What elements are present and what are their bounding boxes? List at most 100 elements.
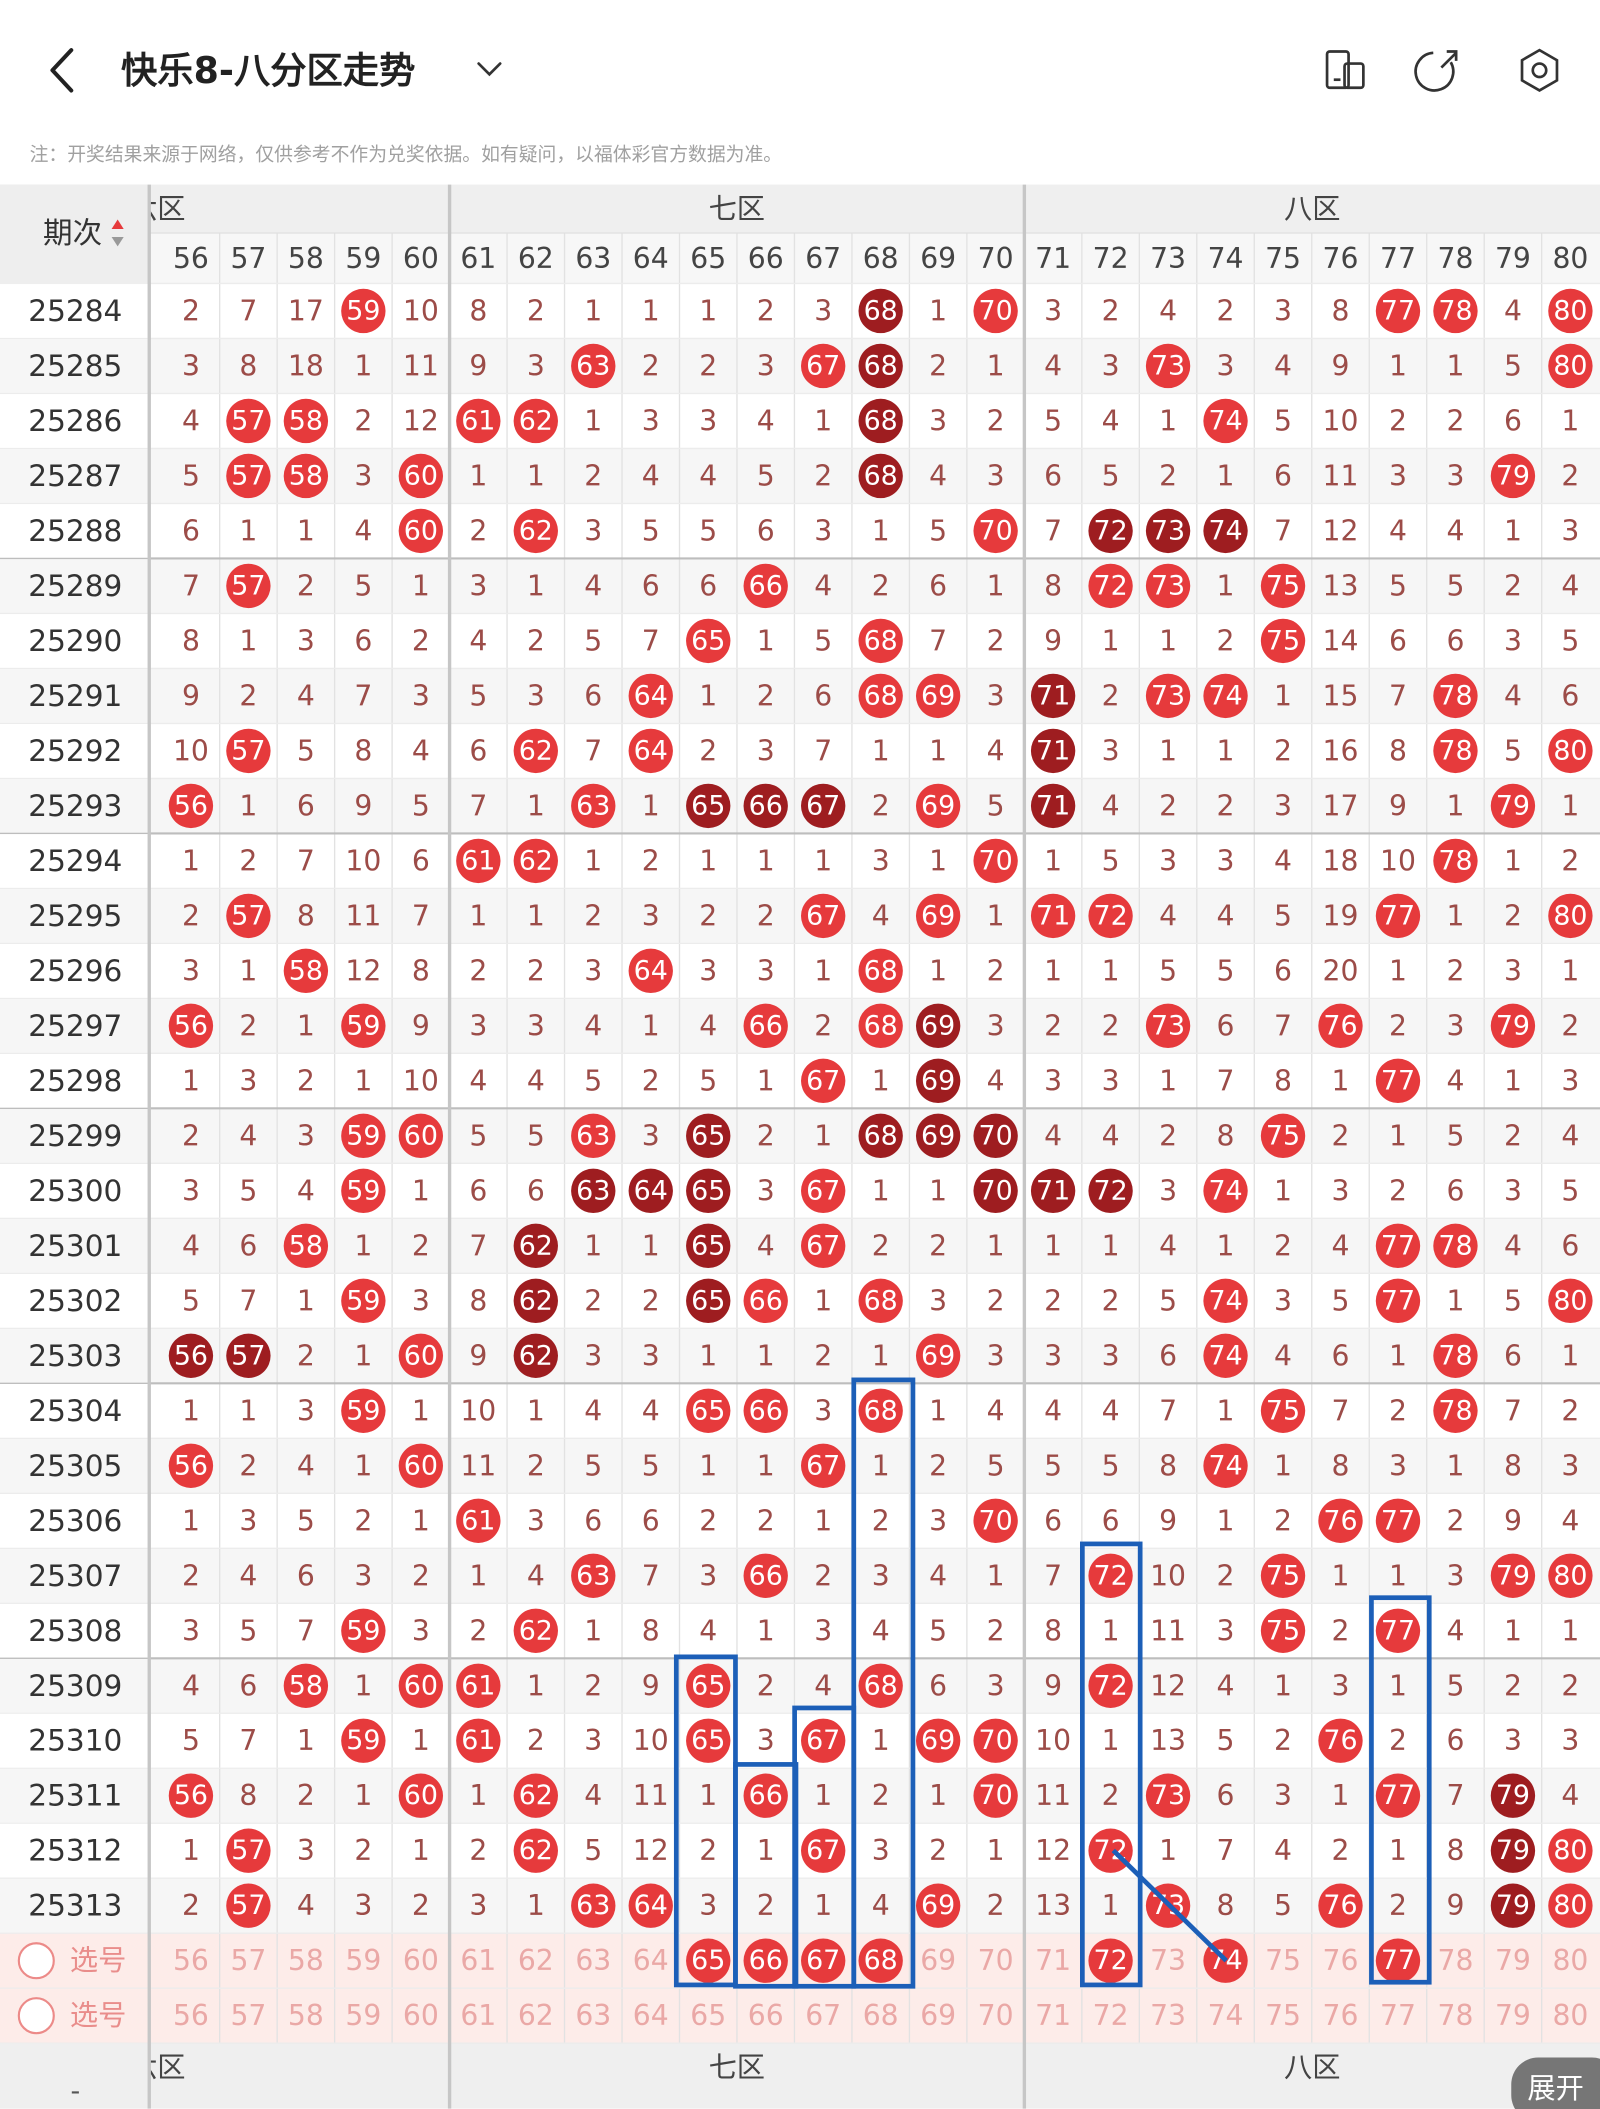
omission-value: 2 [354,1504,372,1537]
ball [801,1828,846,1873]
ball [801,1443,846,1488]
omission-value: 2 [757,294,775,327]
share-icon[interactable] [1414,50,1458,92]
omission-value: 1 [297,1009,315,1042]
ball [858,673,903,719]
omission-value: 6 [929,569,947,602]
title-dropdown[interactable] [477,62,502,77]
ball [1088,893,1133,939]
omission-value: 4 [1389,514,1407,547]
ball-number: 68 [864,1285,898,1316]
omission-value: 2 [182,1889,200,1922]
omission-value: 7 [1217,1834,1235,1867]
omission-value: 2 [642,1284,660,1317]
omission-value: 4 [412,734,430,767]
ball [513,508,558,554]
column-number: 77 [1380,242,1416,275]
omission-value: 10 [403,1064,439,1097]
omission-value: 4 [354,514,372,547]
omission-value: 11 [633,1779,669,1812]
omission-value: 5 [1446,1669,1464,1702]
layout-icon[interactable] [1325,50,1365,90]
omission-value: 1 [182,1834,200,1867]
omission-value: 1 [987,1229,1005,1262]
ball-number: 72 [1093,515,1127,546]
omission-value: 9 [412,1009,430,1042]
issue-cell-bg [0,614,150,668]
ball [1490,1883,1536,1928]
omission-value: 2 [814,1339,832,1372]
ball [801,893,846,939]
omission-value: 2 [182,1559,200,1592]
omission-value: 3 [757,349,775,382]
ball [1433,673,1478,719]
expand-button[interactable]: 展开 [1511,2057,1600,2109]
omission-value: 3 [527,1009,545,1042]
omission-value: 3 [872,844,890,877]
omission-value: 3 [987,1009,1005,1042]
issue-cell-bg [0,779,150,833]
omission-value: 5 [699,1064,717,1097]
omission-value: 1 [1446,1449,1464,1482]
select-toggle[interactable]: 选号 [17,1942,127,1980]
ball [1490,1828,1536,1873]
omission-value: 7 [239,1284,257,1317]
ball [226,1333,271,1378]
zone-label: 七区 [709,192,765,225]
settings-icon[interactable] [1520,48,1559,93]
omission-value: 4 [297,1449,315,1482]
omission-value: 12 [633,1834,669,1867]
omission-value: 2 [872,789,890,822]
ball [1548,1883,1593,1928]
ball [915,1333,961,1378]
omission-value: 7 [1504,1394,1522,1427]
ball [973,838,1018,884]
omission-value: 8 [469,294,487,327]
ball [1548,1278,1593,1324]
omission-value: 2 [1561,459,1579,492]
row-bg [0,1383,1600,1439]
omission-value: 3 [239,1504,257,1537]
ball [226,728,271,774]
omission-value: 1 [527,899,545,932]
omission-value: 2 [1274,734,1292,767]
omission-value: 3 [642,899,660,932]
omission-value: 2 [584,1669,602,1702]
omission-value: 6 [757,514,775,547]
select-number: 63 [575,1999,611,2032]
ball [1145,1003,1191,1049]
omission-value: 6 [297,789,315,822]
omission-value: 4 [1561,569,1579,602]
omission-value: 1 [1389,1834,1407,1867]
omission-value: 3 [757,1724,775,1757]
issue-cell-bg [0,999,150,1053]
omission-value: 3 [182,954,200,987]
omission-value: 12 [1035,1834,1071,1867]
ball [456,838,501,884]
ball-number: 80 [1553,900,1587,931]
ball [283,1663,329,1708]
issue-cell-bg [0,504,150,558]
omission-value: 6 [1102,1504,1120,1537]
ball-number: 63 [576,1120,610,1151]
ball-number: 69 [921,1340,955,1371]
omission-value: 10 [403,294,439,327]
ball-number: 78 [1438,680,1472,711]
select-number: 61 [460,1944,496,1977]
omission-value: 4 [1044,349,1062,382]
omission-value: 1 [182,844,200,877]
ball [1490,783,1536,829]
omission-value: 2 [182,1119,200,1152]
omission-value: 4 [297,1174,315,1207]
row-bg [0,1658,1600,1714]
zone-header-bg [0,184,1600,233]
issue-cell-bg [0,669,150,723]
select-number: 62 [518,1944,554,1977]
omission-value: 3 [929,404,947,437]
omission-value: 7 [814,734,832,767]
omission-value: 2 [757,1669,775,1702]
omission-value: 18 [288,349,324,382]
back-button[interactable] [50,48,74,93]
select-radio [17,1942,55,1980]
select-toggle[interactable]: 选号 [17,1997,127,2035]
